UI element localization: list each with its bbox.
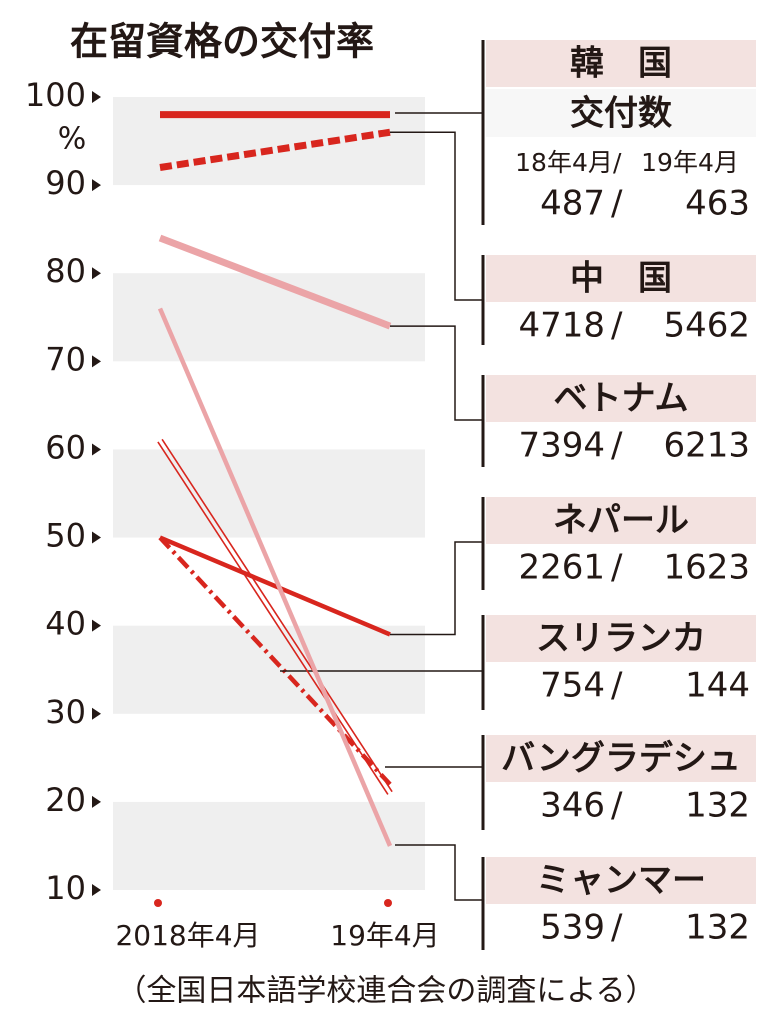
connector <box>390 131 483 301</box>
y-tick-label: 10 <box>45 869 86 907</box>
count-sep: / <box>611 908 623 948</box>
x-dot <box>384 899 392 907</box>
grid-band <box>113 449 425 538</box>
count: 754 <box>540 666 605 706</box>
count: 144 <box>685 666 750 706</box>
panel-header <box>486 40 756 87</box>
series-line <box>159 128 391 171</box>
count: 5462 <box>663 306 750 346</box>
count-header: 交付数 <box>570 94 672 134</box>
series-line <box>157 307 393 847</box>
y-tick-label: 50 <box>45 517 86 555</box>
y-tick-label: 30 <box>45 693 86 731</box>
count: 539 <box>540 908 605 948</box>
count: 487 <box>540 184 605 224</box>
count-sep: / <box>611 786 623 826</box>
series-line <box>161 438 393 793</box>
tick-mark <box>92 795 101 808</box>
legend-label: ミャンマー <box>536 861 706 901</box>
series-line <box>158 234 392 330</box>
count-sep: / <box>611 184 623 224</box>
y-tick-label: 70 <box>45 340 86 378</box>
legend-label: 中 国 <box>570 259 672 299</box>
legend-label: ベトナム <box>554 379 689 419</box>
y-tick-label: 100 <box>25 76 86 114</box>
legend-label: 韓 国 <box>570 44 672 84</box>
count: 1623 <box>663 548 750 588</box>
count: 346 <box>540 786 605 826</box>
source: （全国日本語学校連合会の調査による） <box>116 974 655 1009</box>
tick-mark <box>92 267 101 280</box>
legend-label: スリランカ <box>536 619 706 659</box>
panel-header <box>486 857 756 904</box>
connector <box>395 844 483 901</box>
tick-mark <box>92 91 101 103</box>
grid-band <box>113 801 425 890</box>
legend-label: ネパール <box>553 501 689 541</box>
grid-band <box>113 273 425 362</box>
panel-header <box>486 735 756 782</box>
x-dot <box>154 899 162 907</box>
tick-mark <box>92 707 101 720</box>
series-line <box>159 535 391 637</box>
count-sep: / <box>611 548 623 588</box>
series-line <box>157 441 389 795</box>
count-header-bg <box>486 89 756 137</box>
tick-mark <box>92 884 101 896</box>
y-tick-label: 90 <box>45 164 86 202</box>
count-column: 18年4月 <box>515 148 613 177</box>
connector <box>390 541 483 636</box>
count: 2261 <box>518 548 605 588</box>
x-tick-label: 19年4月 <box>330 919 439 952</box>
tick-mark <box>92 619 101 632</box>
count: 132 <box>685 786 750 826</box>
count-sep: / <box>611 306 623 346</box>
count: 4718 <box>518 306 605 346</box>
y-tick-label: 80 <box>45 252 86 290</box>
count: 6213 <box>663 426 750 466</box>
count-sep: / <box>613 148 622 177</box>
y-tick-label: 60 <box>45 428 86 466</box>
y-unit: % <box>58 122 87 157</box>
count-sep: / <box>611 666 623 706</box>
tick-mark <box>92 443 101 456</box>
y-tick-label: 40 <box>45 605 86 643</box>
y-tick-label: 20 <box>45 781 86 819</box>
panel-header <box>486 375 756 422</box>
count-column: 19年4月 <box>641 148 739 177</box>
series-line <box>158 536 392 786</box>
tick-mark <box>92 531 101 544</box>
count: 132 <box>685 908 750 948</box>
panel-header <box>486 255 756 302</box>
legend-label: バングラデシュ <box>501 739 741 779</box>
panel-header <box>486 615 756 662</box>
grid-band <box>113 625 425 714</box>
tick-mark <box>92 355 101 368</box>
x-tick-label: 2018年4月 <box>115 919 260 952</box>
count: 463 <box>685 184 750 224</box>
count: 7394 <box>518 426 605 466</box>
tick-mark <box>92 179 101 192</box>
connector <box>390 325 483 421</box>
panel-header <box>486 497 756 544</box>
chart-title: 在留資格の交付率 <box>70 20 374 64</box>
count-sep: / <box>611 426 623 466</box>
grid-band <box>113 97 425 186</box>
